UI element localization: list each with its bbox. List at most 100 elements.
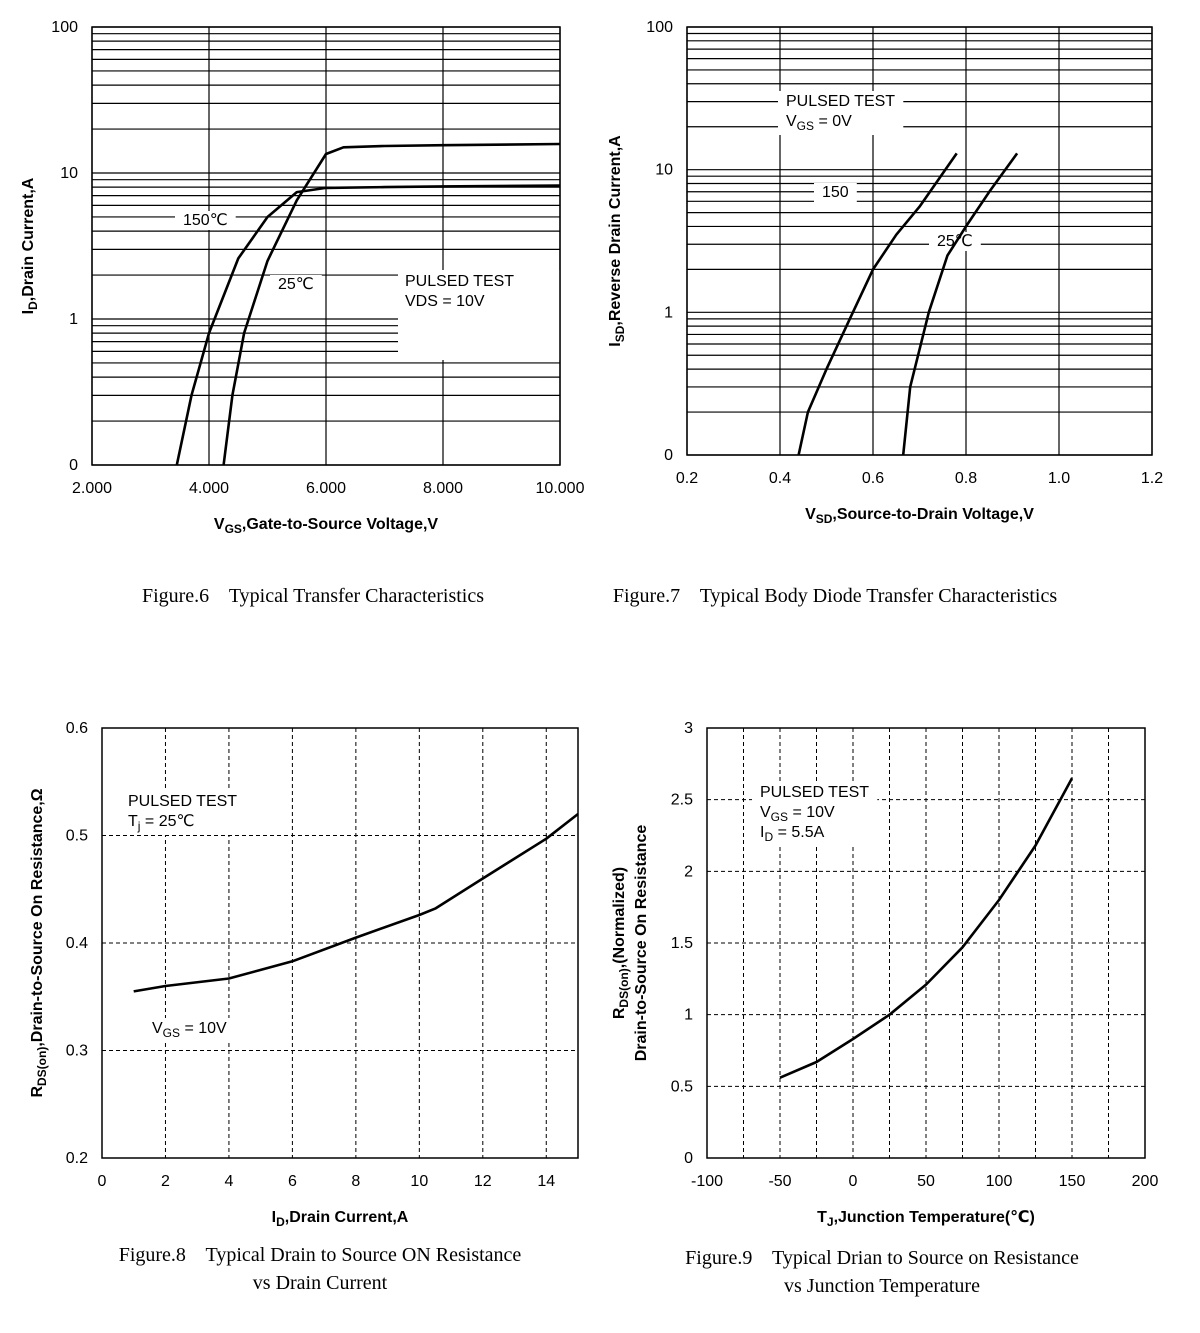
annotation-text: PULSED TEST	[786, 93, 895, 110]
x-tick-label: 0.2	[676, 470, 698, 487]
x-tick-label: 10	[410, 1173, 428, 1190]
text-part: ,Drain-to-Source On Resistance,Ω	[29, 788, 46, 1046]
text-part: D	[26, 301, 40, 310]
x-tick-label: 1.0	[1048, 470, 1070, 487]
text-part: V	[152, 1020, 163, 1037]
text-part: ,Drain Current,A	[20, 177, 37, 301]
x-tick-label: 0.8	[955, 470, 977, 487]
y-tick-label: 0	[69, 457, 78, 474]
y-tick-label: 100	[51, 19, 78, 36]
annotation-bg	[144, 1018, 236, 1042]
x-axis-label: VSD,Source-to-Drain Voltage,V	[805, 506, 1034, 526]
text-part: GS	[797, 119, 814, 133]
y-tick-label: 2.5	[671, 792, 693, 809]
curve	[133, 812, 579, 993]
figure-caption: vs Drain Current	[253, 1272, 388, 1294]
text-part: = 25℃	[140, 813, 194, 830]
x-tick-label: 0.4	[769, 470, 791, 487]
plot-frame	[91, 26, 561, 466]
text-part: Drain-to-Source On Resistance	[633, 825, 650, 1062]
curve	[175, 184, 561, 466]
plot-frame	[706, 727, 1146, 1159]
text-part: ,Gate-to-Source Voltage,V	[242, 516, 439, 533]
series-label: 150℃	[183, 212, 228, 229]
series-label-bg	[175, 211, 236, 230]
x-axis-label: TJ,Junction Temperature(℃)	[817, 1209, 1035, 1229]
x-tick-label: 0	[849, 1173, 858, 1190]
annotation: PULSED TEST VDS = 10V	[398, 270, 560, 360]
y-axis-label: Drain-to-Source On Resistance	[633, 825, 650, 1062]
y-tick-label: 10	[60, 165, 78, 182]
text-part: T	[817, 1209, 827, 1226]
text-part: = 0V	[814, 113, 852, 130]
text-part: I	[607, 342, 624, 346]
x-tick-label: 8	[351, 1173, 360, 1190]
figure-caption: Figure.7 Typical Body Diode Transfer Cha…	[613, 585, 1057, 607]
text-part: SD	[816, 512, 833, 526]
text-part: J	[827, 1215, 834, 1229]
text-part: R	[611, 1007, 628, 1019]
annotation-text: VGS = 10V	[760, 804, 835, 824]
series-label: 25℃	[278, 276, 314, 293]
text-part: PULSED TEST	[405, 273, 514, 290]
text-part: DS(on)	[617, 968, 631, 1007]
annotation-bg	[752, 782, 878, 846]
y-tick-label: 1	[69, 311, 78, 328]
y-tick-label: 0.3	[66, 1043, 88, 1060]
text-part: V	[214, 516, 225, 533]
text-part: PULSED TEST	[786, 93, 895, 110]
text-part: GS	[771, 810, 788, 824]
annotation: PULSED TEST VGS = 0V	[778, 91, 904, 135]
text-part: GS	[163, 1026, 180, 1040]
x-tick-label: 1.2	[1141, 470, 1163, 487]
text-part: ,Junction Temperature(℃)	[834, 1209, 1035, 1226]
x-tick-label: 6.000	[306, 480, 346, 497]
text-part: T	[128, 813, 138, 830]
x-tick-label: -100	[691, 1173, 723, 1190]
text-part: SD	[613, 325, 627, 342]
x-tick-label: 2.000	[72, 480, 112, 497]
x-tick-label: 8.000	[423, 480, 463, 497]
series-label-bg	[814, 183, 857, 202]
x-tick-label: 200	[1132, 1173, 1159, 1190]
annotation-bg	[778, 91, 904, 135]
text-part: j	[137, 819, 141, 833]
text-part: = 10V	[180, 1020, 227, 1037]
y-tick-label: 0.6	[66, 720, 88, 737]
x-tick-label: 50	[917, 1173, 935, 1190]
x-tick-label: 6	[288, 1173, 297, 1190]
annotation-text: Tj = 25℃	[128, 813, 194, 833]
annotation: VGS = 10V	[144, 1018, 236, 1042]
x-axis-label: VGS,Gate-to-Source Voltage,V	[214, 516, 439, 536]
annotation-text: ID = 5.5A	[760, 824, 825, 844]
x-tick-label: 0	[98, 1173, 107, 1190]
plot-area	[687, 27, 1152, 455]
x-tick-label: 4	[224, 1173, 233, 1190]
text-part: I	[272, 1209, 276, 1226]
y-axis-label: RDS(on),(Normalized)	[611, 867, 631, 1019]
figure-caption: Figure.8 Typical Drain to Source ON Resi…	[119, 1244, 522, 1266]
text-part: V	[760, 804, 771, 821]
plot-frame	[686, 26, 1153, 456]
text-part: VDS = 10V	[405, 293, 485, 310]
text-part: R	[29, 1086, 46, 1098]
curve	[222, 142, 561, 466]
text-part: D	[276, 1215, 285, 1229]
annotation-text: PULSED TEST	[128, 793, 237, 810]
text-part: PULSED TEST	[128, 793, 237, 810]
text-part: = 5.5A	[773, 824, 824, 841]
x-tick-label: 100	[986, 1173, 1013, 1190]
annotation-bg	[120, 791, 246, 835]
x-tick-label: -50	[768, 1173, 791, 1190]
curve	[779, 777, 1074, 1079]
x-tick-label: 12	[474, 1173, 492, 1190]
text-part: ,Source-to-Drain Voltage,V	[832, 506, 1034, 523]
x-tick-label: 0.6	[862, 470, 884, 487]
y-tick-label: 0.5	[66, 828, 88, 845]
curve	[901, 152, 1019, 456]
y-tick-label: 0.4	[66, 935, 88, 952]
y-axis-label: ISD,Reverse Drain Current,A	[607, 135, 627, 347]
y-tick-label: 10	[655, 162, 673, 179]
